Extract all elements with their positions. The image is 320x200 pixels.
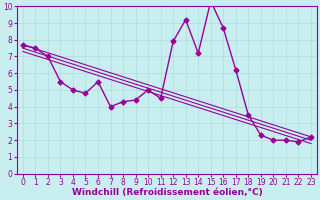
X-axis label: Windchill (Refroidissement éolien,°C): Windchill (Refroidissement éolien,°C)	[72, 188, 262, 197]
